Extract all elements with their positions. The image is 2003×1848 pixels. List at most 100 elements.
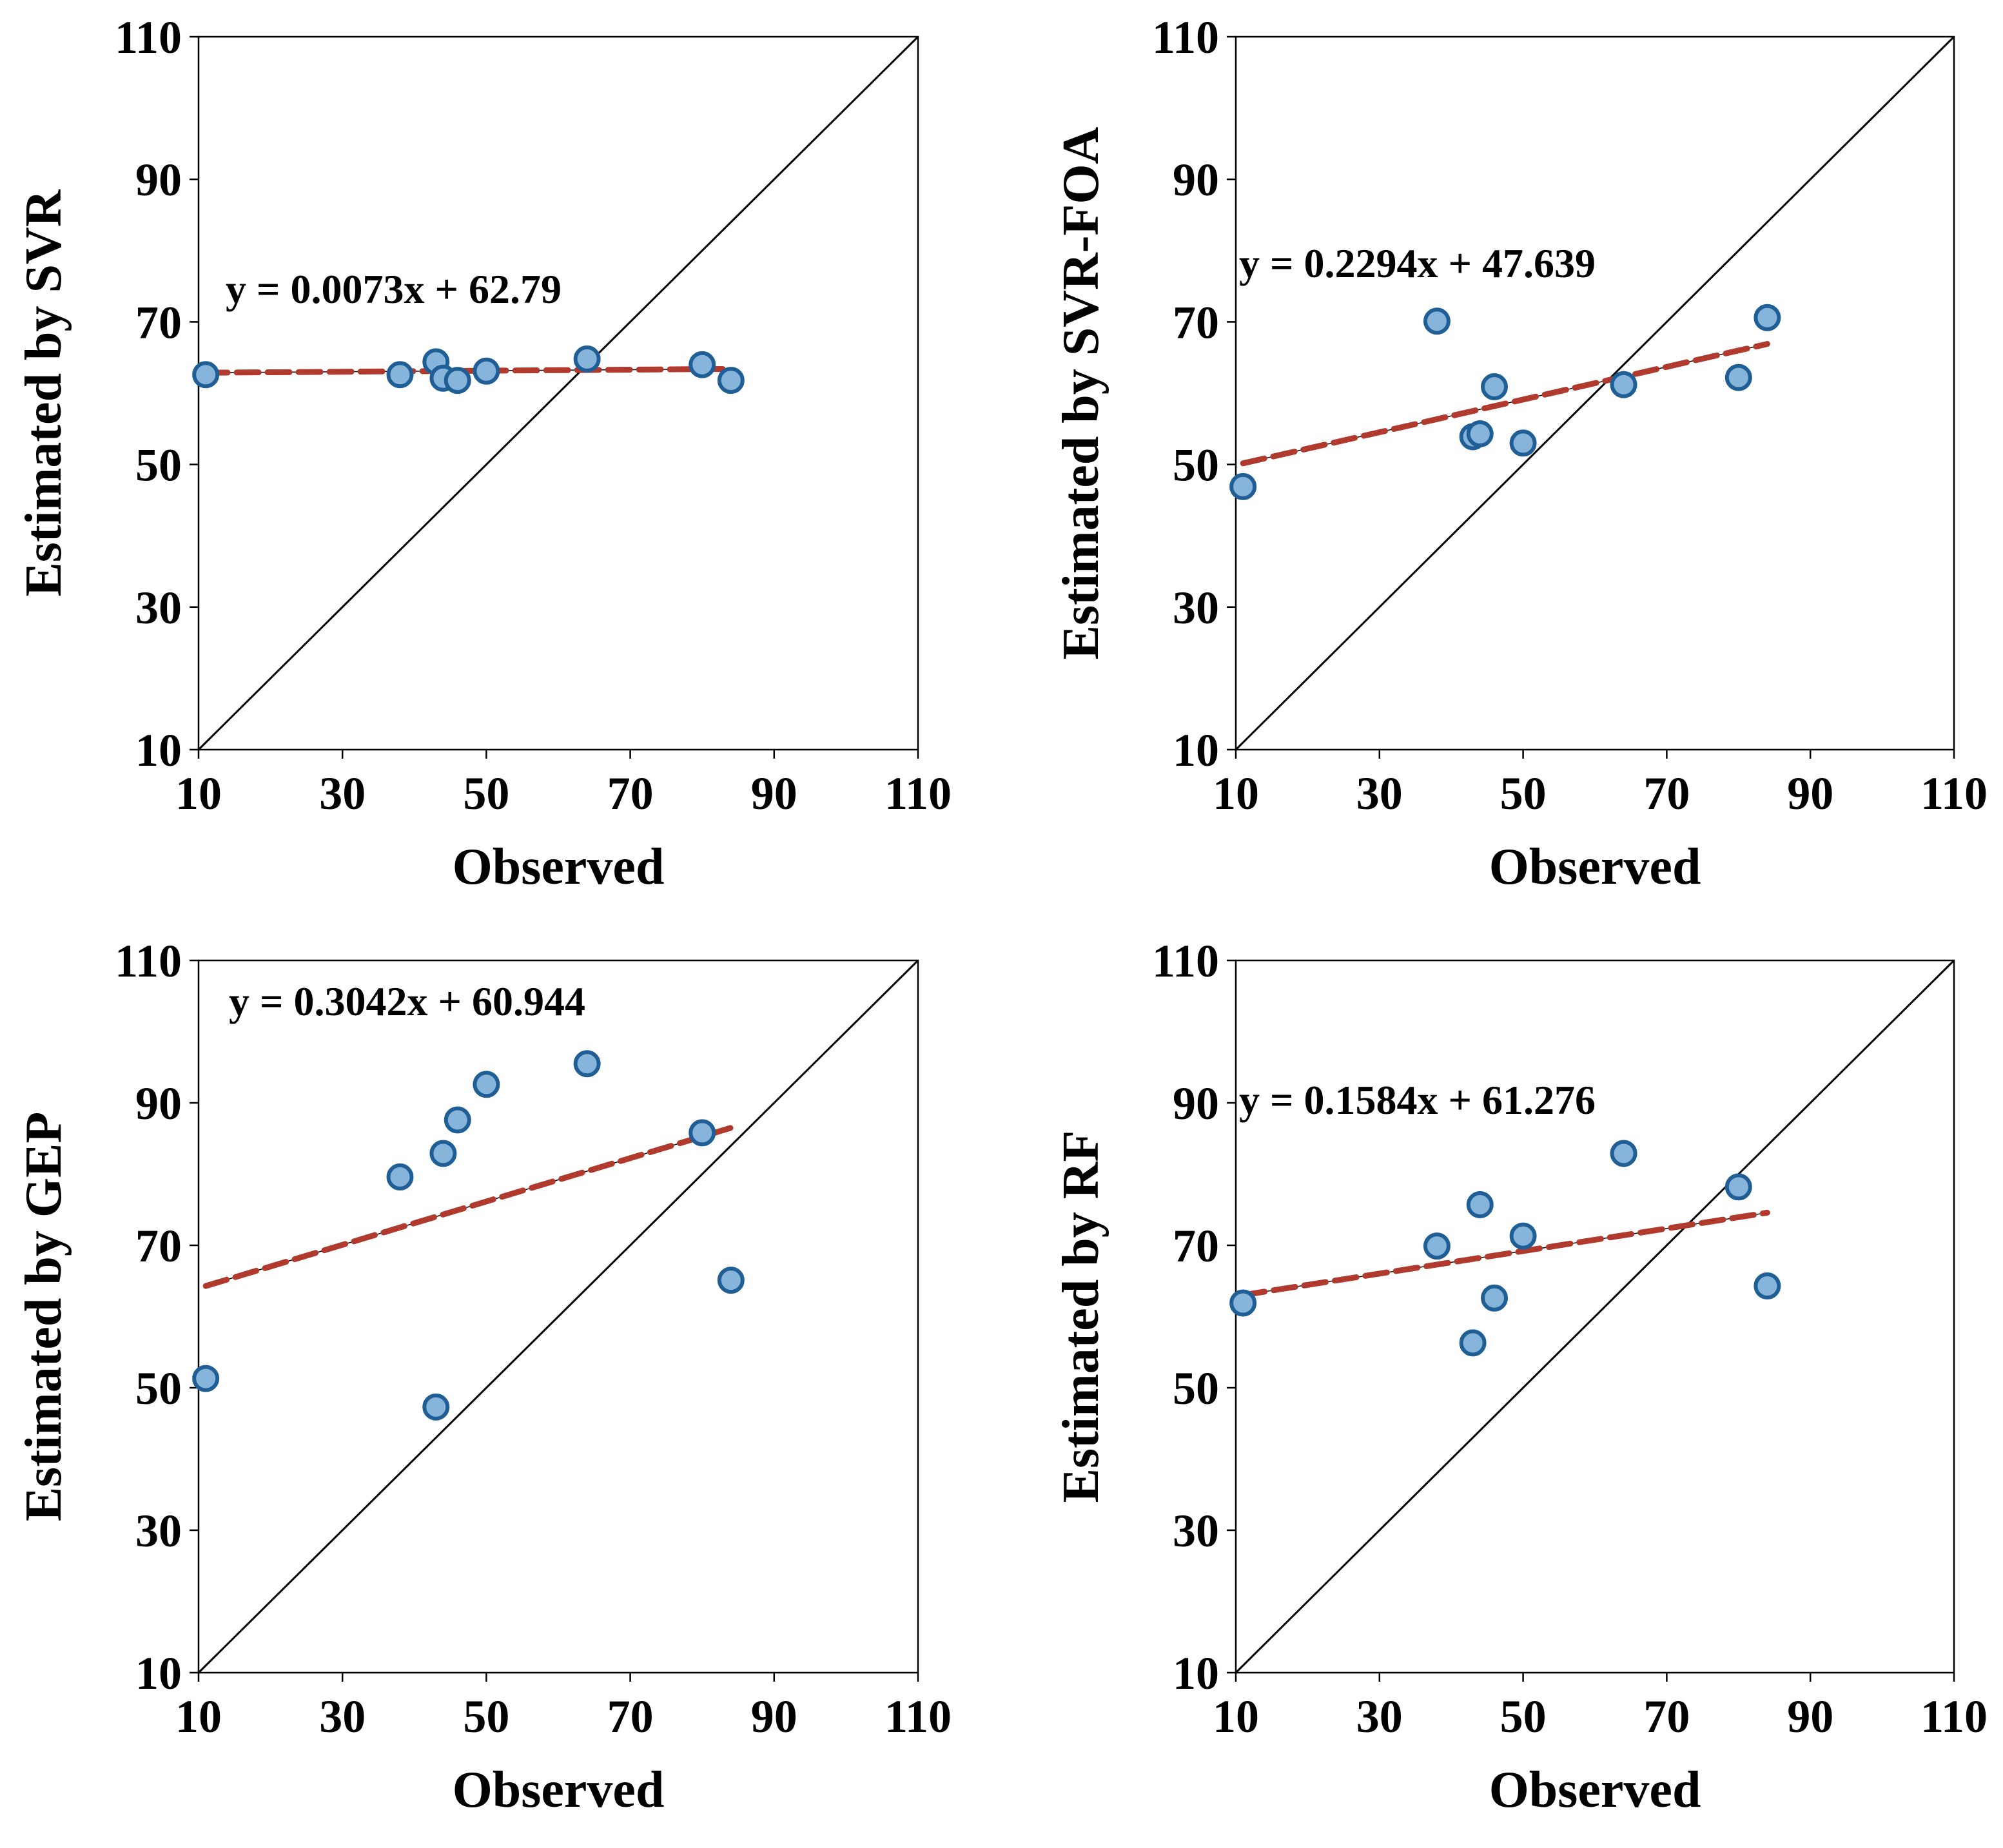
regression-equation: y = 0.0073x + 62.79 — [226, 266, 562, 312]
y-tick-label: 90 — [135, 1078, 182, 1129]
x-tick-label: 10 — [175, 768, 222, 819]
data-point — [1509, 1222, 1537, 1250]
chart-svr-foa: 10 30 50 70 90 110 10 30 50 70 90 110 Observed Estima… — [1053, 12, 1988, 895]
x-tick-label: 110 — [884, 768, 952, 819]
identity-line — [1235, 35, 1955, 751]
x-tick-label: 30 — [319, 1691, 366, 1742]
y-axis-title: Estimated by SVR — [15, 189, 72, 596]
chart-gep: 10 30 50 70 90 110 10 30 50 70 90 110 Observed Estima… — [15, 935, 952, 1818]
y-tick-label: 70 — [135, 297, 182, 348]
data-point — [429, 1140, 457, 1167]
data-point — [444, 367, 471, 394]
data-point — [1459, 1329, 1487, 1357]
data-point — [1610, 371, 1637, 398]
y-tick-label: 70 — [135, 1220, 182, 1272]
y-tick-label: 90 — [135, 154, 182, 206]
x-tick-label: 90 — [751, 768, 797, 819]
y-tick-label: 50 — [135, 440, 182, 491]
plot-frame — [1235, 959, 1955, 1674]
x-tick-label: 70 — [607, 768, 654, 819]
x-tick-label: 110 — [1920, 1691, 1988, 1742]
y-tick-label: 70 — [1173, 1220, 1219, 1272]
data-point — [1610, 1140, 1637, 1167]
data-point — [422, 1393, 450, 1421]
y-tick-label: 110 — [1152, 935, 1219, 987]
data-point — [1466, 1191, 1494, 1219]
data-point — [1754, 304, 1781, 331]
x-tick-label: 10 — [1213, 768, 1259, 819]
chart-rf: 10 30 50 70 90 110 10 30 50 70 90 110 Observed Estima… — [1053, 935, 1988, 1818]
data-point — [689, 1119, 716, 1147]
data-point — [473, 1071, 500, 1098]
y-tick-label: 50 — [1173, 440, 1219, 491]
x-tick-label: 30 — [1356, 768, 1403, 819]
data-point — [717, 1267, 745, 1294]
x-axis-title: Observed — [1489, 1762, 1701, 1818]
y-axis-title: Estimated by GEP — [15, 1112, 72, 1522]
y-tick-label: 30 — [1173, 582, 1219, 634]
data-point — [1423, 307, 1451, 335]
x-axis-title: Observed — [453, 839, 665, 895]
data-point — [192, 361, 220, 389]
y-tick-label: 90 — [1173, 154, 1219, 206]
data-point — [1423, 1232, 1451, 1260]
x-tick-label: 50 — [463, 768, 509, 819]
y-tick-label: 110 — [1152, 12, 1219, 63]
x-tick-label: 30 — [319, 768, 366, 819]
data-point — [1481, 373, 1509, 401]
plot-frame — [197, 959, 919, 1674]
x-axis-title: Observed — [453, 1762, 665, 1818]
y-tick-label: 10 — [135, 725, 182, 776]
data-point — [1754, 1272, 1781, 1299]
plot-frame — [197, 35, 919, 751]
trendline — [1240, 341, 1770, 467]
x-tick-label: 10 — [1213, 1691, 1259, 1742]
x-tick-label: 50 — [1500, 1691, 1547, 1742]
x-tick-label: 110 — [1920, 768, 1988, 819]
x-tick-label: 70 — [607, 1691, 654, 1742]
y-tick-label: 50 — [1173, 1363, 1219, 1414]
x-tick-label: 110 — [884, 1691, 952, 1742]
y-tick-label: 110 — [115, 935, 182, 987]
data-point — [386, 361, 414, 389]
y-tick-label: 10 — [1173, 1648, 1219, 1699]
data-point — [1481, 1284, 1509, 1312]
y-tick-label: 10 — [135, 1648, 182, 1699]
data-point — [192, 1365, 220, 1392]
regression-equation: y = 0.2294x + 47.639 — [1239, 240, 1596, 286]
data-point — [1229, 1289, 1257, 1317]
y-tick-label: 10 — [1173, 725, 1219, 776]
regression-equation: y = 0.1584x + 61.276 — [1239, 1077, 1596, 1123]
data-point — [573, 1050, 601, 1078]
y-tick-label: 90 — [1173, 1078, 1219, 1129]
y-axis-title: Estimated by RF — [1053, 1131, 1109, 1503]
trendline — [202, 1125, 734, 1289]
x-tick-label: 10 — [175, 1691, 222, 1742]
data-point — [1725, 1173, 1752, 1201]
x-tick-label: 50 — [1500, 768, 1547, 819]
data-point — [1466, 420, 1494, 448]
x-tick-label: 90 — [1787, 768, 1833, 819]
x-tick-label: 70 — [1643, 1691, 1690, 1742]
data-point — [473, 357, 500, 385]
identity-line — [197, 35, 919, 751]
plot-frame — [1235, 35, 1955, 751]
x-tick-label: 30 — [1356, 1691, 1403, 1742]
y-tick-label: 30 — [1173, 1505, 1219, 1557]
trendline — [1240, 1209, 1770, 1298]
y-tick-label: 50 — [135, 1363, 182, 1414]
data-point — [1509, 429, 1537, 457]
chart-svr: 10 30 50 70 90 110 10 30 50 70 90 110 Observed Estima… — [15, 12, 952, 895]
x-axis-title: Observed — [1489, 839, 1701, 895]
y-tick-label: 30 — [135, 1505, 182, 1557]
data-point — [386, 1163, 414, 1191]
y-axis-title: Estimated by SVR-FOA — [1053, 126, 1109, 659]
data-point — [444, 1106, 471, 1134]
identity-line — [1235, 959, 1955, 1674]
data-point — [717, 367, 745, 394]
x-tick-label: 90 — [1787, 1691, 1833, 1742]
x-tick-label: 70 — [1643, 768, 1690, 819]
identity-line — [197, 959, 919, 1674]
x-tick-label: 90 — [751, 1691, 797, 1742]
